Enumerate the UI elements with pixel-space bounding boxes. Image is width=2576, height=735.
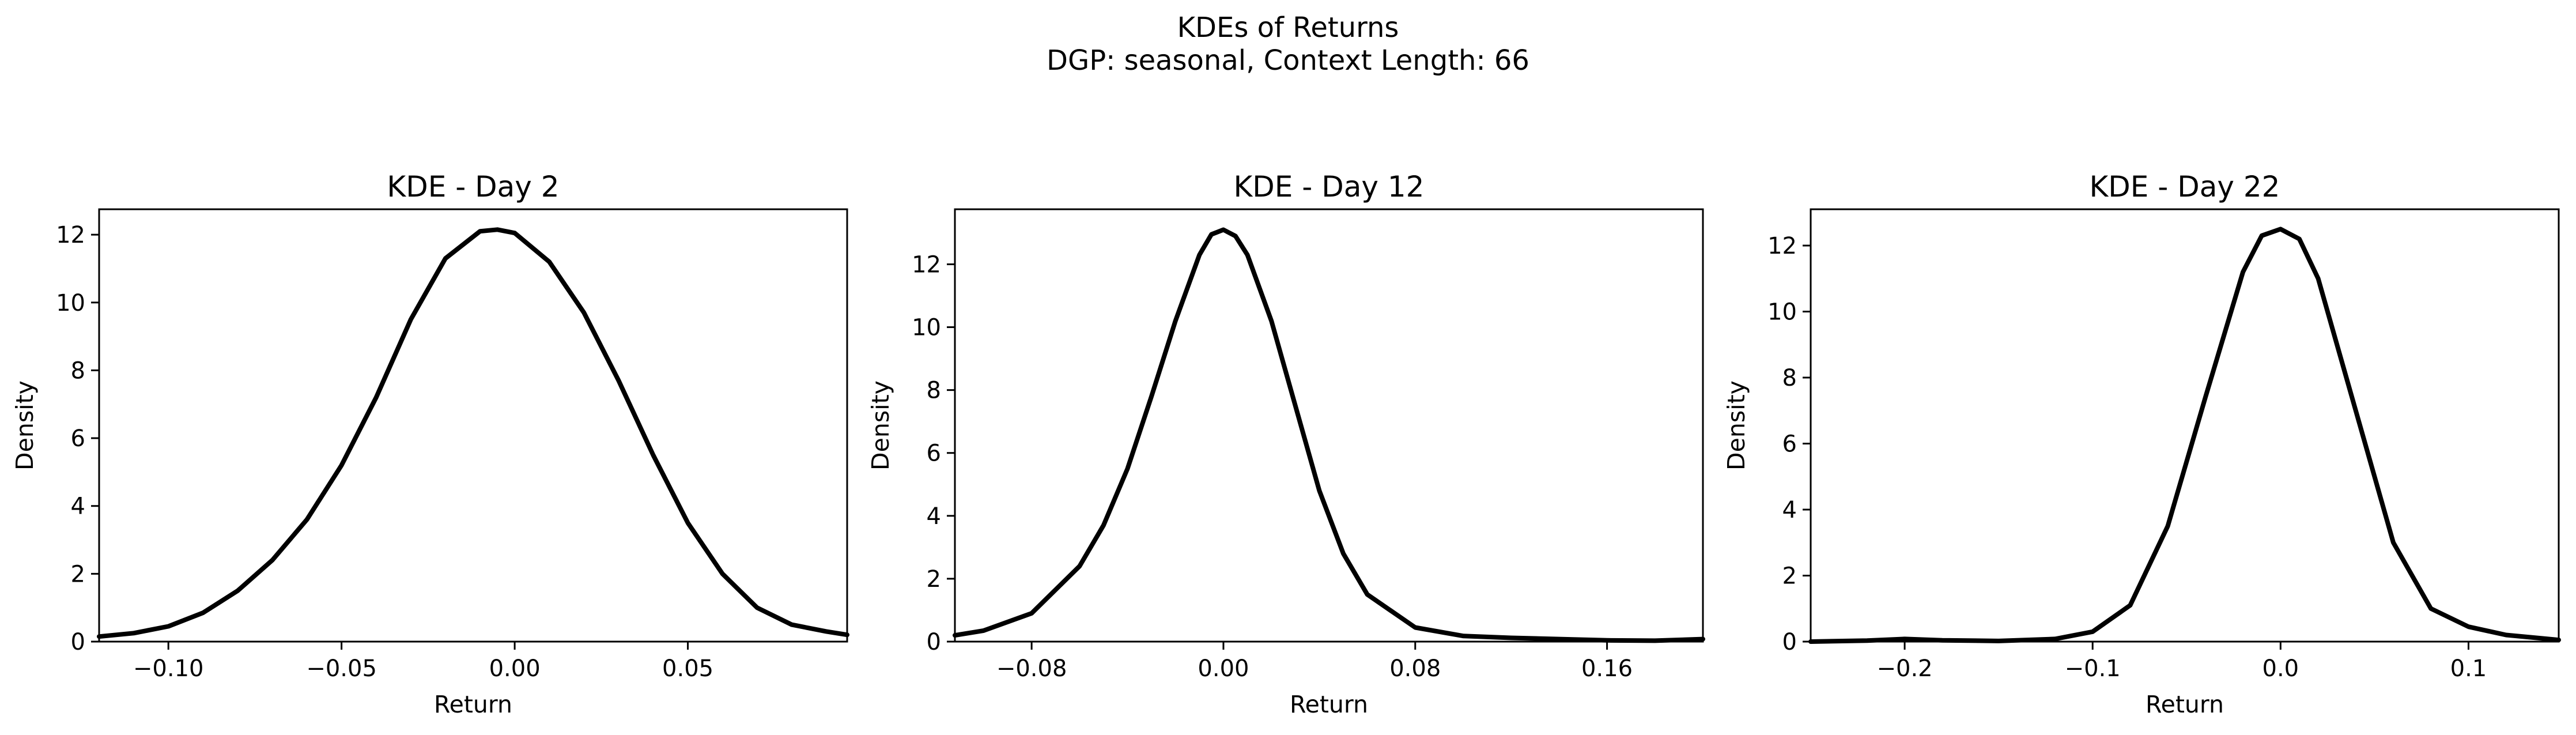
x-tick-label: −0.1	[2065, 655, 2121, 682]
y-tick-label: 8	[1782, 365, 1797, 391]
figure-suptitle-line2: DGP: seasonal, Context Length: 66	[1047, 44, 1529, 77]
kde-panel-3: −0.2 −0.1 0.0 0.1 0 2 4 6 8 10 12 KDE - Day 22 Retur…	[1723, 170, 2561, 718]
kde-panel-2: −0.08 0.00 0.08 0.16 0 2 4 6 8 10 12 KDE - Day 12 Re…	[867, 170, 1705, 718]
x-axis-label: Return	[1290, 691, 1368, 718]
x-tick-label: 0.00	[1198, 655, 1249, 682]
y-tick-label: 0	[1782, 629, 1797, 655]
x-tick-label: −0.05	[306, 655, 377, 682]
x-tick-label: 0.1	[2450, 655, 2487, 682]
y-tick-label: 10	[1767, 299, 1797, 325]
y-tick-label: 12	[1767, 233, 1797, 259]
y-tick-label: 4	[71, 493, 85, 520]
y-tick-label: 6	[927, 440, 941, 467]
y-tick-label: 4	[927, 503, 941, 530]
x-tick-label: −0.10	[133, 655, 204, 682]
y-tick-label: 8	[927, 378, 941, 404]
x-tick-label: 0.08	[1389, 655, 1441, 682]
x-axis-label: Return	[2146, 691, 2224, 718]
panel-title: KDE - Day 12	[1234, 170, 1425, 203]
kde-panel-1: −0.10 −0.05 0.00 0.05 0 2 4 6 8 10 12 KDE - Day 2 Re…	[11, 170, 849, 718]
y-tick-label: 12	[912, 251, 941, 278]
kde-line-series	[97, 227, 849, 639]
x-tick-label: −0.08	[996, 655, 1067, 682]
y-axis-label: Density	[11, 380, 39, 470]
x-tick-label: 0.05	[662, 655, 713, 682]
x-tick-label: 0.00	[489, 655, 541, 682]
y-tick-label: 0	[927, 629, 941, 655]
plot-frame	[954, 208, 1704, 643]
figure-suptitle-line1: KDEs of Returns	[1177, 12, 1399, 44]
plot-frame	[1810, 208, 2560, 643]
y-tick-label: 8	[71, 357, 85, 384]
y-tick-label: 6	[1782, 431, 1797, 457]
y-axis-label: Density	[1723, 380, 1750, 470]
x-tick-label: −0.2	[1876, 655, 1932, 682]
x-axis-label: Return	[434, 691, 512, 718]
y-axis-label: Density	[867, 380, 894, 470]
y-tick-label: 10	[912, 315, 941, 341]
kde-line-series	[953, 227, 1705, 643]
y-tick-label: 10	[56, 290, 85, 316]
panel-title: KDE - Day 22	[2090, 170, 2280, 203]
y-tick-label: 6	[71, 425, 85, 452]
panel-title: KDE - Day 2	[387, 170, 559, 203]
y-tick-label: 2	[927, 566, 941, 593]
y-tick-label: 0	[71, 629, 85, 655]
y-tick-label: 2	[71, 561, 85, 587]
y-tick-label: 4	[1782, 497, 1797, 523]
x-tick-label: 0.16	[1581, 655, 1633, 682]
y-tick-label: 12	[56, 222, 85, 248]
plot-frame	[98, 208, 848, 643]
x-tick-label: 0.0	[2263, 655, 2299, 682]
y-tick-label: 2	[1782, 563, 1797, 589]
kde-line-series	[1808, 227, 2561, 644]
